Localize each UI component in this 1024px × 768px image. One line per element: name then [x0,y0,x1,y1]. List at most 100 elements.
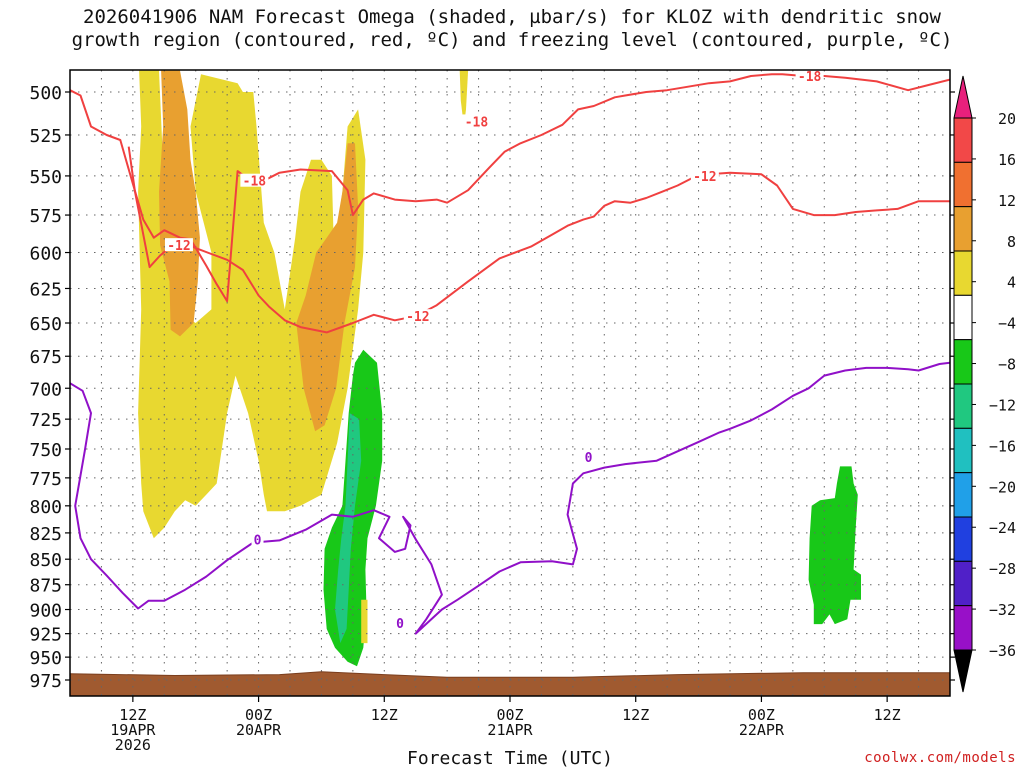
colorbar-label: −16 [989,437,1016,455]
contour-label: -18 [465,115,489,130]
grid-lines [70,70,950,696]
x-tick-label: 00Z [748,706,775,724]
colorbar-box [953,605,973,651]
chart-title: 2026041906 NAM Forecast Omega (shaded, µ… [0,6,1024,52]
colorbar-label: 8 [1007,233,1016,251]
contour-label-bg [462,114,491,128]
y-tick-label: 725 [29,410,62,431]
y-tick-label: 650 [29,314,62,335]
x-tick-label: 22APR [739,721,785,739]
omega-region-rising-small [361,599,368,644]
omega-region-rising-core1 [159,70,200,337]
y-tick-label: 750 [29,440,62,461]
y-tick-label: 550 [29,167,62,188]
colorbar-label: −8 [998,356,1016,374]
y-tick-label: 875 [29,576,62,597]
contour-labels: -18 -18 -18 -12 -12 -12 0 0 0 [164,69,824,632]
colorbar-label: −32 [989,601,1016,619]
contour-label-bg [164,238,193,252]
contour-label: -12 [693,170,716,185]
contour-label-bg [690,168,719,182]
colorbar-label: 16 [998,151,1016,169]
colorbar-label: −20 [989,478,1016,496]
y-tick-label: 775 [29,469,62,490]
omega-region-sinking-east [808,466,861,625]
x-axis-label: Forecast Time (UTC) [407,748,613,768]
contour-label: -18 [798,70,822,85]
contour-label-bg [240,173,269,187]
y-tick-label: 900 [29,601,62,622]
colorbar-box [953,117,973,163]
contour-label: -12 [167,239,190,254]
x-tick-label: 12Z [622,706,649,724]
y-tick-label: 625 [29,279,62,300]
omega-region-sinking-core [335,413,362,644]
colorbar-box [953,294,973,341]
colorbar-box [953,560,973,607]
y-tick-label: 700 [29,379,62,400]
colorbar-box [953,250,973,296]
y-tick-label: 925 [29,625,62,646]
contour-label: -12 [406,310,429,325]
x-tick-label: 2026 [115,736,151,754]
y-tick-label: 825 [29,524,62,545]
colorbar-bottom-arrow [953,649,973,693]
colorbar-label: −24 [989,519,1016,537]
contour-line-1 [127,146,950,334]
colorbar-box [953,383,973,429]
y-tick-label: 525 [29,126,62,147]
colorbar-box [953,427,973,474]
colorbar-box [953,161,973,208]
colorbar-label: −28 [989,560,1016,578]
y-tick-label: 600 [29,244,62,265]
omega-region-rising-upper [459,70,469,127]
contour-label-bg [582,450,595,464]
colorbar-box [953,472,973,518]
colorbar-label: −4 [998,315,1016,333]
colorbar-label: −36 [989,642,1016,660]
contour-label-bg [394,616,406,630]
temperature-contours [70,73,950,635]
colorbar-label: 20 [998,110,1016,128]
y-tick-label: 950 [29,648,62,669]
contour-label-bg [251,532,264,546]
x-tick-label: 12Z [371,706,398,724]
x-tick-label: 19APR [110,721,156,739]
x-tick-label: 12Z [119,706,146,724]
terrain-fill [70,671,950,696]
terrain-band [70,671,950,696]
colorbar-box [953,516,973,562]
omega-region-rising-main [138,70,366,539]
credit-text: coolwx.com/models [864,750,1016,766]
contour-label: 0 [585,451,593,466]
title-line-2: growth region (contoured, red, ºC) and f… [71,29,953,51]
x-tick-label: 20APR [236,721,282,739]
x-tick-label: 00Z [245,706,272,724]
x-tick-label: 21APR [487,721,533,739]
contour-label: -18 [243,175,267,190]
contour-line-2 [70,361,950,635]
contour-label-bg [403,309,432,323]
y-tick-label: 575 [29,206,62,227]
y-tick-label: 800 [29,497,62,518]
contour-label: 0 [396,617,404,632]
colorbar-label: −12 [989,396,1016,414]
colorbar-box [953,206,973,252]
colorbar-label: 12 [998,192,1016,210]
x-tick-label: 00Z [496,706,523,724]
y-tick-label: 500 [29,83,62,104]
colorbar-box [953,339,973,385]
contour-line-0 [70,73,950,303]
colorbar-top-arrow [953,75,973,119]
y-tick-label: 675 [29,347,62,368]
contour-label-bg [795,69,824,83]
omega-shading [138,70,861,667]
y-tick-label: 850 [29,550,62,571]
y-axis-ticks: 500 525 550 575 600 625 650 675 700 725 750 775 800 8… [29,83,955,692]
x-tick-label: 12Z [874,706,901,724]
y-tick-label: 975 [29,671,62,692]
colorbar-label: 4 [1007,274,1016,292]
title-line-1: 2026041906 NAM Forecast Omega (shaded, µ… [83,6,941,28]
colorbar: 20 16 12 8 4 −4 −8 −12 −16 −20 −24 −28 −32 −36 [953,75,1016,693]
